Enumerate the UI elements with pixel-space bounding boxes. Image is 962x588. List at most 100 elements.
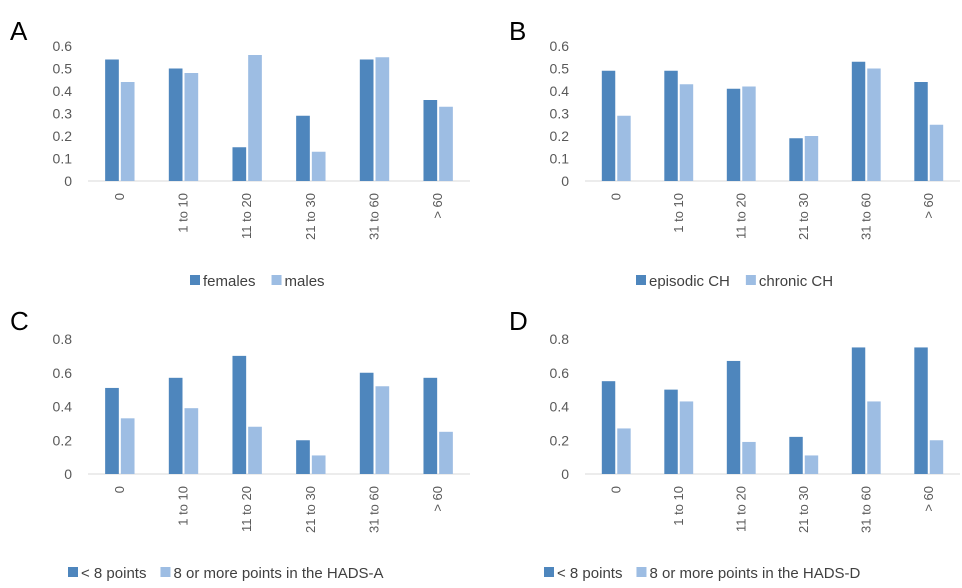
bar-series1 xyxy=(423,377,438,474)
y-tick-label: 0.6 xyxy=(550,38,570,54)
x-tick-label: 11 to 20 xyxy=(733,193,748,239)
legend-swatch xyxy=(544,567,554,577)
y-tick-label: 0.5 xyxy=(550,61,570,77)
bar-series1 xyxy=(664,70,678,181)
bar-series2 xyxy=(679,401,694,474)
y-tick-label: 0.6 xyxy=(53,38,73,54)
bar-series2 xyxy=(248,55,262,181)
legend-label: episodic CH xyxy=(649,273,730,290)
y-tick-label: 0.3 xyxy=(550,106,570,122)
y-tick-label: 0 xyxy=(561,173,569,189)
bar-series1 xyxy=(789,138,803,181)
bar-series1 xyxy=(168,377,183,474)
bar-series1 xyxy=(423,100,438,181)
x-tick-label: 1 to 10 xyxy=(671,193,686,233)
x-tick-label: 31 to 60 xyxy=(367,486,382,533)
y-tick-label: 0.2 xyxy=(53,128,73,144)
bar-series2 xyxy=(184,73,199,181)
bar-series2 xyxy=(120,82,135,181)
y-tick-label: 0.3 xyxy=(53,106,73,122)
x-tick-label: 1 to 10 xyxy=(176,193,191,233)
bar-series1 xyxy=(914,347,928,474)
legend-label: < 8 points xyxy=(81,565,146,582)
bar-series2 xyxy=(617,115,631,181)
legend-swatch xyxy=(160,567,171,577)
bar-series1 xyxy=(664,389,678,474)
y-tick-label: 0.8 xyxy=(550,331,570,347)
bar-series1 xyxy=(232,355,247,474)
bar-series2 xyxy=(929,124,944,181)
legend-swatch xyxy=(190,275,200,285)
panel-letter: D xyxy=(509,306,528,336)
bar-series1 xyxy=(851,61,866,181)
x-tick-label: 11 to 20 xyxy=(733,486,748,532)
y-tick-label: 0.1 xyxy=(550,151,570,167)
legend-swatch xyxy=(68,567,78,577)
legend-swatch xyxy=(271,275,282,285)
y-tick-label: 0 xyxy=(561,466,569,482)
legend-label: < 8 points xyxy=(557,565,622,582)
x-tick-label: 31 to 60 xyxy=(858,486,873,533)
y-tick-label: 0.2 xyxy=(550,128,570,144)
legend-label: 8 or more points in the HADS-D xyxy=(649,565,860,582)
bar-series2 xyxy=(867,68,881,181)
x-tick-label: 21 to 30 xyxy=(303,486,318,533)
legend-swatch xyxy=(636,567,647,577)
bar-series1 xyxy=(359,59,374,181)
bar-series2 xyxy=(311,151,326,181)
bar-series1 xyxy=(601,70,616,181)
y-tick-label: 0 xyxy=(64,173,72,189)
bar-series1 xyxy=(105,59,119,181)
legend-swatch xyxy=(636,275,646,285)
y-tick-label: 0.4 xyxy=(550,83,570,99)
x-tick-label: 21 to 30 xyxy=(303,193,318,240)
bar-series1 xyxy=(296,440,310,474)
bar-series2 xyxy=(617,428,631,474)
y-tick-label: 0.6 xyxy=(53,365,73,381)
bar-series2 xyxy=(742,441,756,474)
bar-series1 xyxy=(296,115,310,181)
x-tick-label: > 60 xyxy=(921,486,936,512)
legend-label: 8 or more points in the HADS-A xyxy=(173,565,383,582)
bar-series2 xyxy=(120,418,135,474)
y-tick-label: 0.1 xyxy=(53,151,73,167)
legend-label: males xyxy=(285,273,325,290)
x-tick-label: > 60 xyxy=(921,193,936,219)
chart-panel-a: A 0 0.1 0.2 0.3 0.4 0.5 0.6 0 1 to 10 11 to 20 21 t… xyxy=(10,16,470,290)
x-tick-label: 1 to 10 xyxy=(671,486,686,526)
x-tick-label: 31 to 60 xyxy=(858,193,873,240)
y-tick-label: 0.4 xyxy=(53,399,73,415)
bar-series1 xyxy=(232,147,247,181)
x-tick-label: 0 xyxy=(608,486,623,493)
bar-series1 xyxy=(851,347,866,474)
x-tick-label: 21 to 30 xyxy=(796,193,811,240)
x-tick-label: 21 to 30 xyxy=(796,486,811,533)
bar-series1 xyxy=(601,381,616,474)
bar-series2 xyxy=(311,455,326,474)
bar-series2 xyxy=(804,136,819,181)
chart-panel-d: D 0 0.2 0.4 0.6 0.8 0 1 to 10 11 to 20 21 to 30 31… xyxy=(509,306,960,582)
panel-letter: A xyxy=(10,16,28,46)
bar-series2 xyxy=(439,431,453,474)
x-tick-label: 1 to 10 xyxy=(176,486,191,526)
y-tick-label: 0.8 xyxy=(53,331,73,347)
legend-label: females xyxy=(203,273,256,290)
y-tick-label: 0.2 xyxy=(53,432,73,448)
legend-label: chronic CH xyxy=(759,273,833,290)
panel-letter: C xyxy=(10,306,29,336)
x-tick-label: 0 xyxy=(112,486,127,493)
bar-series2 xyxy=(804,455,819,474)
bar-series1 xyxy=(914,82,928,181)
y-tick-label: 0.5 xyxy=(53,61,73,77)
chart-panel-b: B 0 0.1 0.2 0.3 0.4 0.5 0.6 0 1 to 10 11 to 20 21 t… xyxy=(509,16,960,290)
bar-series2 xyxy=(679,84,694,181)
y-tick-label: 0 xyxy=(64,466,72,482)
x-tick-label: > 60 xyxy=(430,486,445,512)
bar-series1 xyxy=(168,68,183,181)
bar-series2 xyxy=(248,426,262,474)
bar-series2 xyxy=(184,408,199,474)
bar-series2 xyxy=(867,401,881,474)
y-tick-label: 0.4 xyxy=(550,399,570,415)
chart-panel-c: C 0 0.2 0.4 0.6 0.8 0 1 to 10 11 to 20 21 to 30 31… xyxy=(10,306,470,582)
